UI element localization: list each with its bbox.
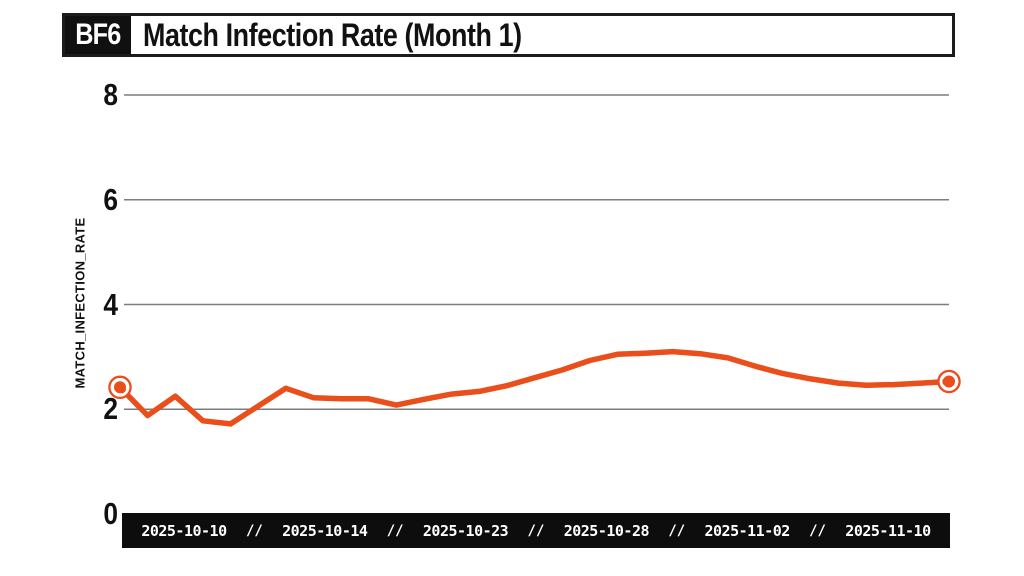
y-tick-label-8: 8 [103, 77, 118, 112]
y-tick-label-4: 4 [103, 286, 118, 322]
date-separator: // [245, 522, 263, 539]
date-separator: // [668, 522, 686, 539]
y-tick-label-6: 6 [103, 181, 118, 217]
x-axis-label-2025-11-10: 2025-11-10 [845, 521, 931, 540]
end-point-marker [937, 369, 961, 394]
x-axis-date-bar: 2025-10-10 // 2025-10-14 // 2025-10-23 // 2025… [122, 513, 950, 548]
start-point-marker [108, 375, 132, 400]
x-axis-label-2025-10-14: 2025-10-14 [282, 521, 368, 540]
date-separator: // [386, 522, 404, 539]
y-tick-label-0: 0 [103, 496, 118, 531]
date-separator: // [527, 522, 545, 539]
x-axis-label-2025-11-02: 2025-11-02 [704, 521, 791, 540]
date-separator: // [809, 522, 826, 539]
page-title-label: Match Infection Rate (Month 1) [143, 16, 522, 53]
game-badge-label: BF6 [75, 18, 121, 51]
page-title: Match Infection Rate (Month 1) [131, 16, 594, 54]
y-tick-label-2: 2 [103, 391, 118, 427]
infection-rate-line [117, 348, 952, 427]
game-badge: BF6 [65, 16, 131, 54]
x-axis-label-2025-10-28: 2025-10-28 [563, 521, 650, 540]
chart-title-bar: BF6 Match Infection Rate (Month 1) [62, 13, 955, 57]
x-axis-label-2025-10-10: 2025-10-10 [141, 521, 227, 540]
x-axis-label-2025-10-23: 2025-10-23 [422, 521, 509, 540]
